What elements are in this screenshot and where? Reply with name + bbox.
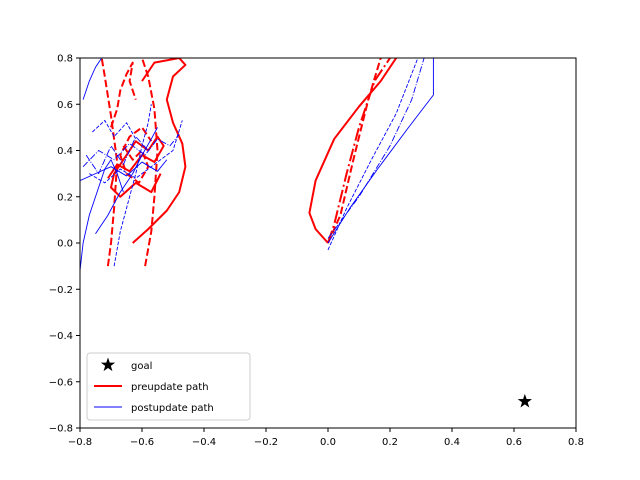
- postupdate-path-line: [113, 104, 152, 267]
- x-tick-label: −0.4: [192, 437, 216, 448]
- y-tick-label: 0.2: [57, 192, 73, 203]
- x-tick-label: 0.0: [320, 437, 336, 448]
- legend-goal-star-icon: [100, 357, 116, 372]
- legend: goal preupdate path postupdate path: [86, 352, 251, 421]
- preupdate-path-line: [308, 58, 398, 244]
- x-tick-label: 0.4: [444, 437, 460, 448]
- postupdate-path-line: [92, 119, 137, 140]
- legend-frame: [86, 352, 251, 421]
- legend-goal-label: goal: [131, 361, 152, 372]
- x-tick-label: 0.2: [382, 437, 398, 448]
- y-tick-label: 0.6: [57, 100, 73, 111]
- preupdate-path-line: [141, 58, 159, 267]
- postupdate-path-line: [327, 58, 434, 244]
- x-tick-label: 0.8: [568, 437, 584, 448]
- y-tick-label: 0.0: [57, 239, 73, 250]
- preupdate-path-line: [110, 61, 137, 128]
- x-tick-label: −0.6: [130, 437, 154, 448]
- postupdate-path-line: [327, 58, 419, 251]
- goal-star-icon: [517, 393, 532, 408]
- postupdate-path-line: [327, 58, 425, 239]
- postupdate-path-line: [89, 120, 183, 184]
- y-tick-label: −0.8: [49, 424, 73, 435]
- series-layer: [80, 58, 434, 271]
- postupdate-path-line: [95, 127, 158, 235]
- preupdate-path-line: [119, 126, 153, 184]
- x-tick-label: −0.8: [68, 437, 92, 448]
- x-tick-label: −0.2: [254, 437, 278, 448]
- y-tick-label: −0.6: [49, 377, 73, 388]
- y-tick-label: −0.2: [49, 285, 73, 296]
- y-axis: −0.8 −0.6 −0.4 −0.2 0.0 0.2 0.4 0.6 0.8: [49, 54, 80, 435]
- x-tick-label: 0.6: [506, 437, 522, 448]
- x-axis: −0.8 −0.6 −0.4 −0.2 0.0 0.2 0.4 0.6 0.8: [68, 428, 584, 448]
- postupdate-path-line: [82, 58, 103, 100]
- postupdate-path-line: [85, 136, 149, 175]
- legend-postupdate-label: postupdate path: [131, 403, 214, 414]
- postupdate-path-line: [80, 159, 124, 271]
- y-tick-label: 0.8: [57, 54, 73, 65]
- y-tick-label: 0.4: [57, 146, 73, 157]
- postupdate-path-line: [82, 134, 180, 168]
- preupdate-path-line: [327, 58, 382, 244]
- preupdate-path-line: [327, 58, 391, 244]
- preupdate-path-line: [100, 58, 119, 267]
- legend-preupdate-label: preupdate path: [131, 382, 209, 393]
- y-tick-label: −0.4: [49, 331, 73, 342]
- postupdate-path-line: [80, 159, 168, 181]
- goal-layer: [517, 393, 532, 408]
- preupdate-path-line: [132, 58, 187, 244]
